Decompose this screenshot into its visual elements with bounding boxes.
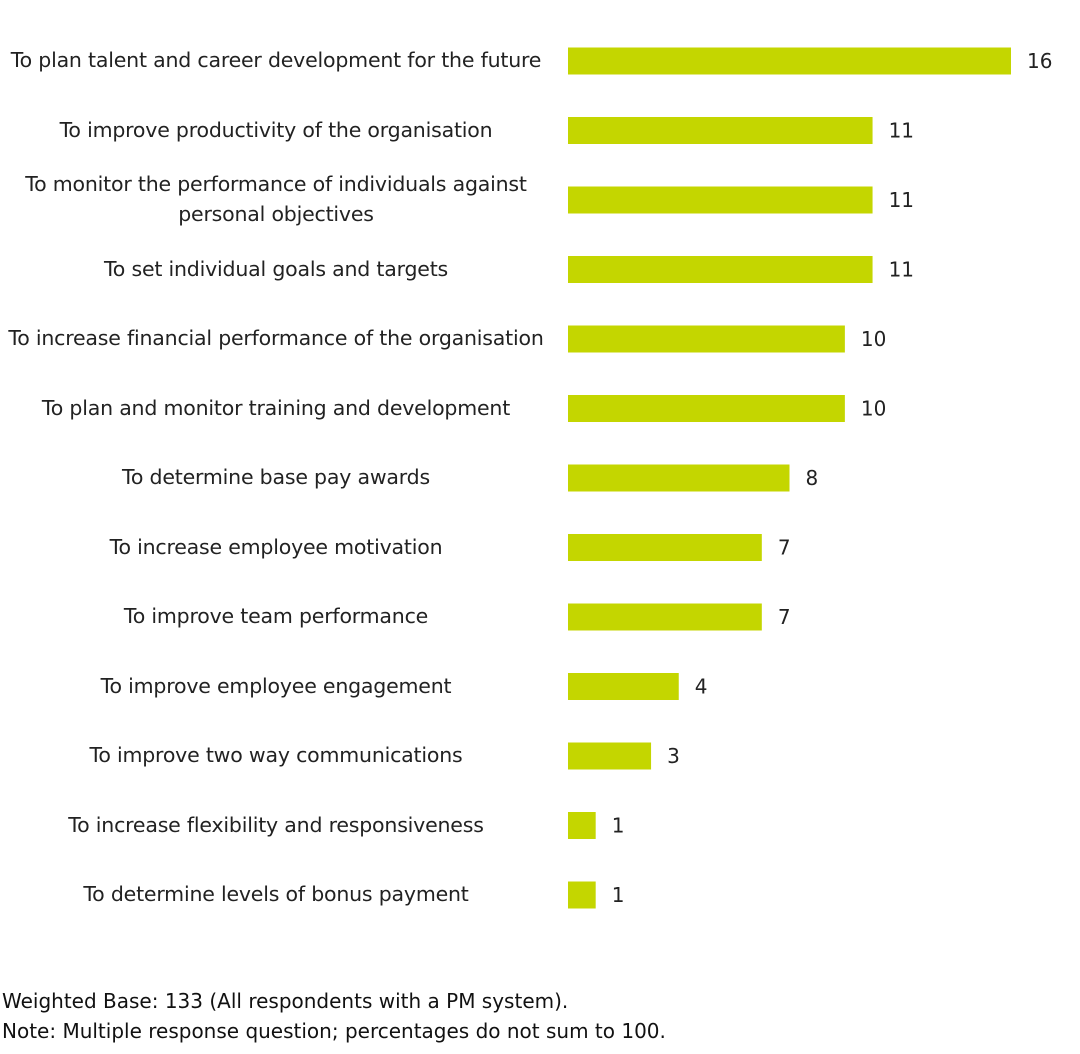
category-label: To monitor the performance of individual… — [25, 172, 527, 226]
category-label: To improve employee engagement — [100, 673, 452, 698]
data-label: 11 — [889, 188, 914, 212]
data-label: 11 — [889, 119, 914, 143]
category-label: To increase employee motivation — [109, 534, 443, 559]
bar — [568, 325, 845, 353]
data-label: 8 — [806, 466, 819, 490]
category-label: To plan and monitor training and develop… — [41, 395, 511, 420]
bar — [568, 47, 1011, 75]
bar — [568, 117, 873, 144]
category-label: To plan talent and career development fo… — [10, 48, 542, 72]
bar — [568, 812, 596, 839]
bar — [568, 673, 679, 700]
data-label: 16 — [1027, 49, 1052, 73]
data-label: 3 — [667, 744, 680, 768]
category-label: To increase financial performance of the… — [8, 326, 544, 350]
category-label: To improve team performance — [123, 604, 429, 628]
data-label: 7 — [778, 536, 791, 560]
bar — [568, 464, 790, 492]
data-label: 10 — [861, 397, 886, 421]
data-label: 7 — [778, 605, 791, 629]
category-label: To set individual goals and targets — [103, 256, 449, 281]
bar — [568, 256, 873, 283]
data-label: 1 — [612, 883, 625, 907]
bar — [568, 186, 873, 214]
bar — [568, 742, 652, 770]
category-label: To determine levels of bonus payment — [83, 882, 469, 906]
data-label: 1 — [612, 814, 625, 838]
bar — [568, 603, 762, 631]
category-label: To improve productivity of the organisat… — [59, 117, 493, 142]
category-label: To improve two way communications — [89, 743, 463, 767]
data-label: 11 — [889, 258, 914, 282]
category-label: To increase flexibility and responsivene… — [68, 812, 484, 837]
bar — [568, 534, 762, 561]
bar — [568, 395, 845, 422]
footnote-note: Note: Multiple response question; percen… — [2, 1019, 666, 1043]
footnote-base: Weighted Base: 133 (All respondents with… — [2, 989, 569, 1013]
data-label: 4 — [695, 675, 708, 699]
data-label: 10 — [861, 327, 886, 351]
category-label: To determine base pay awards — [122, 465, 430, 489]
bar — [568, 881, 596, 909]
